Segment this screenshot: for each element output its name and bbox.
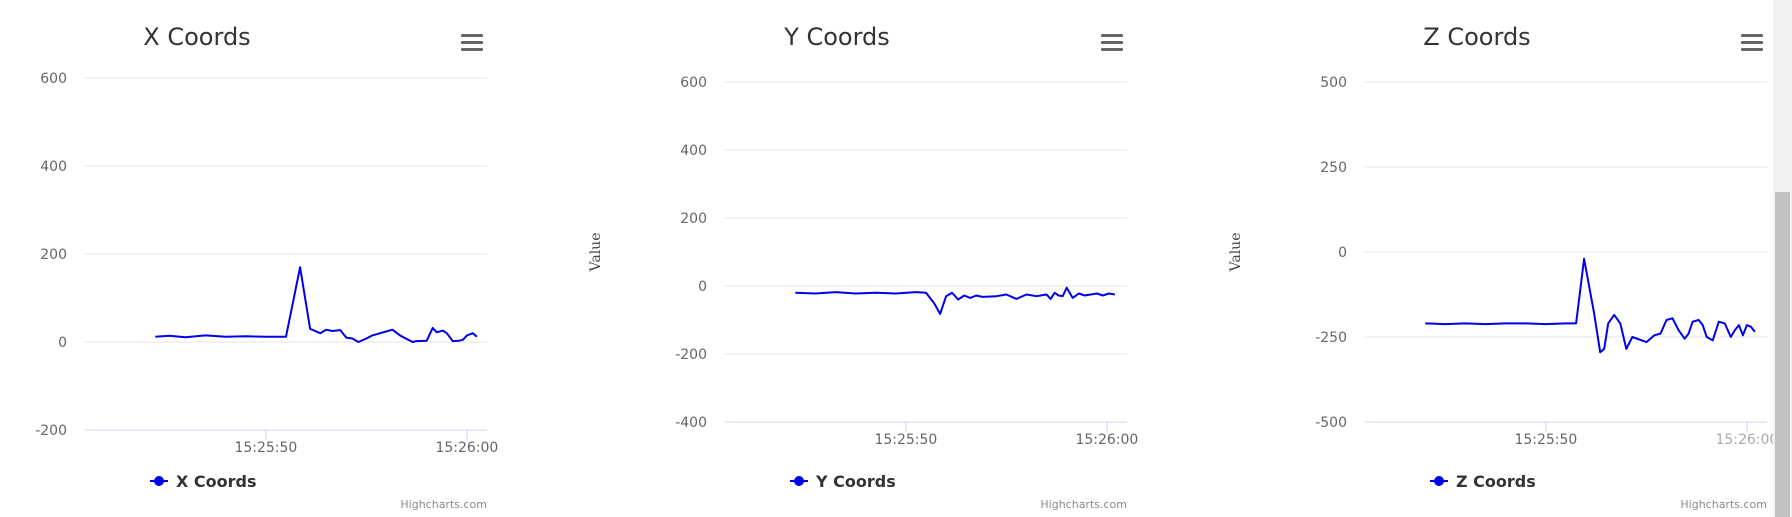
hamburger-menu-icon[interactable]	[1738, 29, 1764, 53]
series-line-x-coords[interactable]	[155, 266, 478, 343]
hamburger-menu-icon[interactable]	[458, 29, 484, 53]
legend-label: X Coords	[176, 472, 257, 491]
y-tick-label: 600	[680, 75, 707, 91]
y-tick-label: -200	[35, 423, 67, 439]
chart-z-coords: 500 250 0 -250 -500 15:25:50 15:26:00 Z Coord…	[1228, 0, 1792, 517]
grid-lines	[85, 77, 487, 431]
legend-label: Y Coords	[815, 472, 896, 491]
menu-bar	[461, 41, 483, 44]
series-layer	[155, 266, 478, 343]
circle-line-marker-icon	[150, 476, 168, 486]
credits-link[interactable]: Highcharts.com	[400, 498, 487, 511]
series-line-y-coords[interactable]	[795, 286, 1116, 315]
y-tick-label: 250	[1320, 160, 1347, 176]
chart-title: Z Coords	[1423, 23, 1530, 51]
chart-title: X Coords	[143, 23, 250, 51]
legend-dot	[1434, 476, 1444, 486]
y-tick-label: 0	[1338, 245, 1347, 261]
chart-y-svg: 600 400 200 0 -200 -400 15:25:50 15:26:00 Y Co…	[588, 23, 1138, 511]
y-tick-label: -500	[1315, 415, 1347, 431]
y-tick-label: 200	[40, 247, 67, 263]
menu-bar	[1101, 41, 1123, 44]
y-tick-label: -250	[1315, 330, 1347, 346]
chart-y-coords: 600 400 200 0 -200 -400 15:25:50 15:26:00 Y Co…	[588, 0, 1160, 517]
menu-bar	[461, 34, 483, 37]
series-line-z-coords[interactable]	[1425, 257, 1756, 354]
y-axis-label: Value	[1228, 233, 1244, 273]
x-tick-labels: 15:25:50 15:26:00	[874, 422, 1138, 448]
grid-lines	[725, 81, 1127, 423]
page-scrollbar-thumb[interactable]	[1775, 192, 1790, 517]
hamburger-menu-icon[interactable]	[1098, 29, 1124, 53]
circle-line-marker-icon	[790, 476, 808, 486]
y-axis-label: Value	[588, 233, 604, 273]
x-tick-label: 15:25:50	[1514, 432, 1577, 448]
x-tick-label: 15:26:00	[435, 440, 498, 456]
legend-dot	[154, 476, 164, 486]
credits-link[interactable]: Highcharts.com	[1680, 498, 1767, 511]
grid-lines	[1365, 81, 1767, 423]
x-tick-label: 15:26:00	[1075, 432, 1138, 448]
y-tick-label: 200	[680, 211, 707, 227]
y-tick-label: 400	[680, 143, 707, 159]
menu-bar	[1741, 41, 1763, 44]
y-tick-label: 500	[1320, 75, 1347, 91]
y-tick-label: 400	[40, 159, 67, 175]
chart-title: Y Coords	[783, 23, 890, 51]
series-layer	[1425, 257, 1756, 354]
circle-line-marker-icon	[1430, 476, 1448, 486]
menu-bar	[461, 48, 483, 51]
legend-item-y-coords[interactable]: Y Coords	[790, 472, 896, 491]
menu-bar	[1741, 48, 1763, 51]
chart-x-svg: 600 400 200 0 -200 15:25:50 15:26:00 X Coords…	[35, 23, 498, 511]
chart-z-svg: 500 250 0 -250 -500 15:25:50 15:26:00 Z Coord…	[1228, 23, 1778, 511]
y-tick-label: -400	[675, 415, 707, 431]
x-tick-labels: 15:25:50 15:26:00	[234, 430, 498, 456]
y-tick-labels: 600 400 200 0 -200	[35, 71, 67, 439]
y-tick-label: -200	[675, 347, 707, 363]
menu-bar	[1741, 34, 1763, 37]
y-tick-labels: 600 400 200 0 -200 -400	[675, 75, 707, 431]
credits-link[interactable]: Highcharts.com	[1040, 498, 1127, 511]
menu-bar	[1101, 48, 1123, 51]
series-layer	[795, 286, 1116, 315]
menu-bar	[1101, 34, 1123, 37]
x-tick-label: 15:25:50	[874, 432, 937, 448]
x-tick-label: 15:25:50	[234, 440, 297, 456]
legend-label: Z Coords	[1456, 472, 1536, 491]
legend-dot	[794, 476, 804, 486]
legend-item-x-coords[interactable]: X Coords	[150, 472, 257, 491]
x-tick-labels: 15:25:50 15:26:00	[1514, 422, 1778, 448]
x-tick-label: 15:26:00	[1715, 432, 1778, 448]
y-tick-label: 0	[58, 335, 67, 351]
chart-x-coords: 600 400 200 0 -200 15:25:50 15:26:00 X Coords…	[0, 0, 520, 517]
y-tick-labels: 500 250 0 -250 -500	[1315, 75, 1347, 431]
y-tick-label: 600	[40, 71, 67, 87]
legend-item-z-coords[interactable]: Z Coords	[1430, 472, 1536, 491]
y-tick-label: 0	[698, 279, 707, 295]
